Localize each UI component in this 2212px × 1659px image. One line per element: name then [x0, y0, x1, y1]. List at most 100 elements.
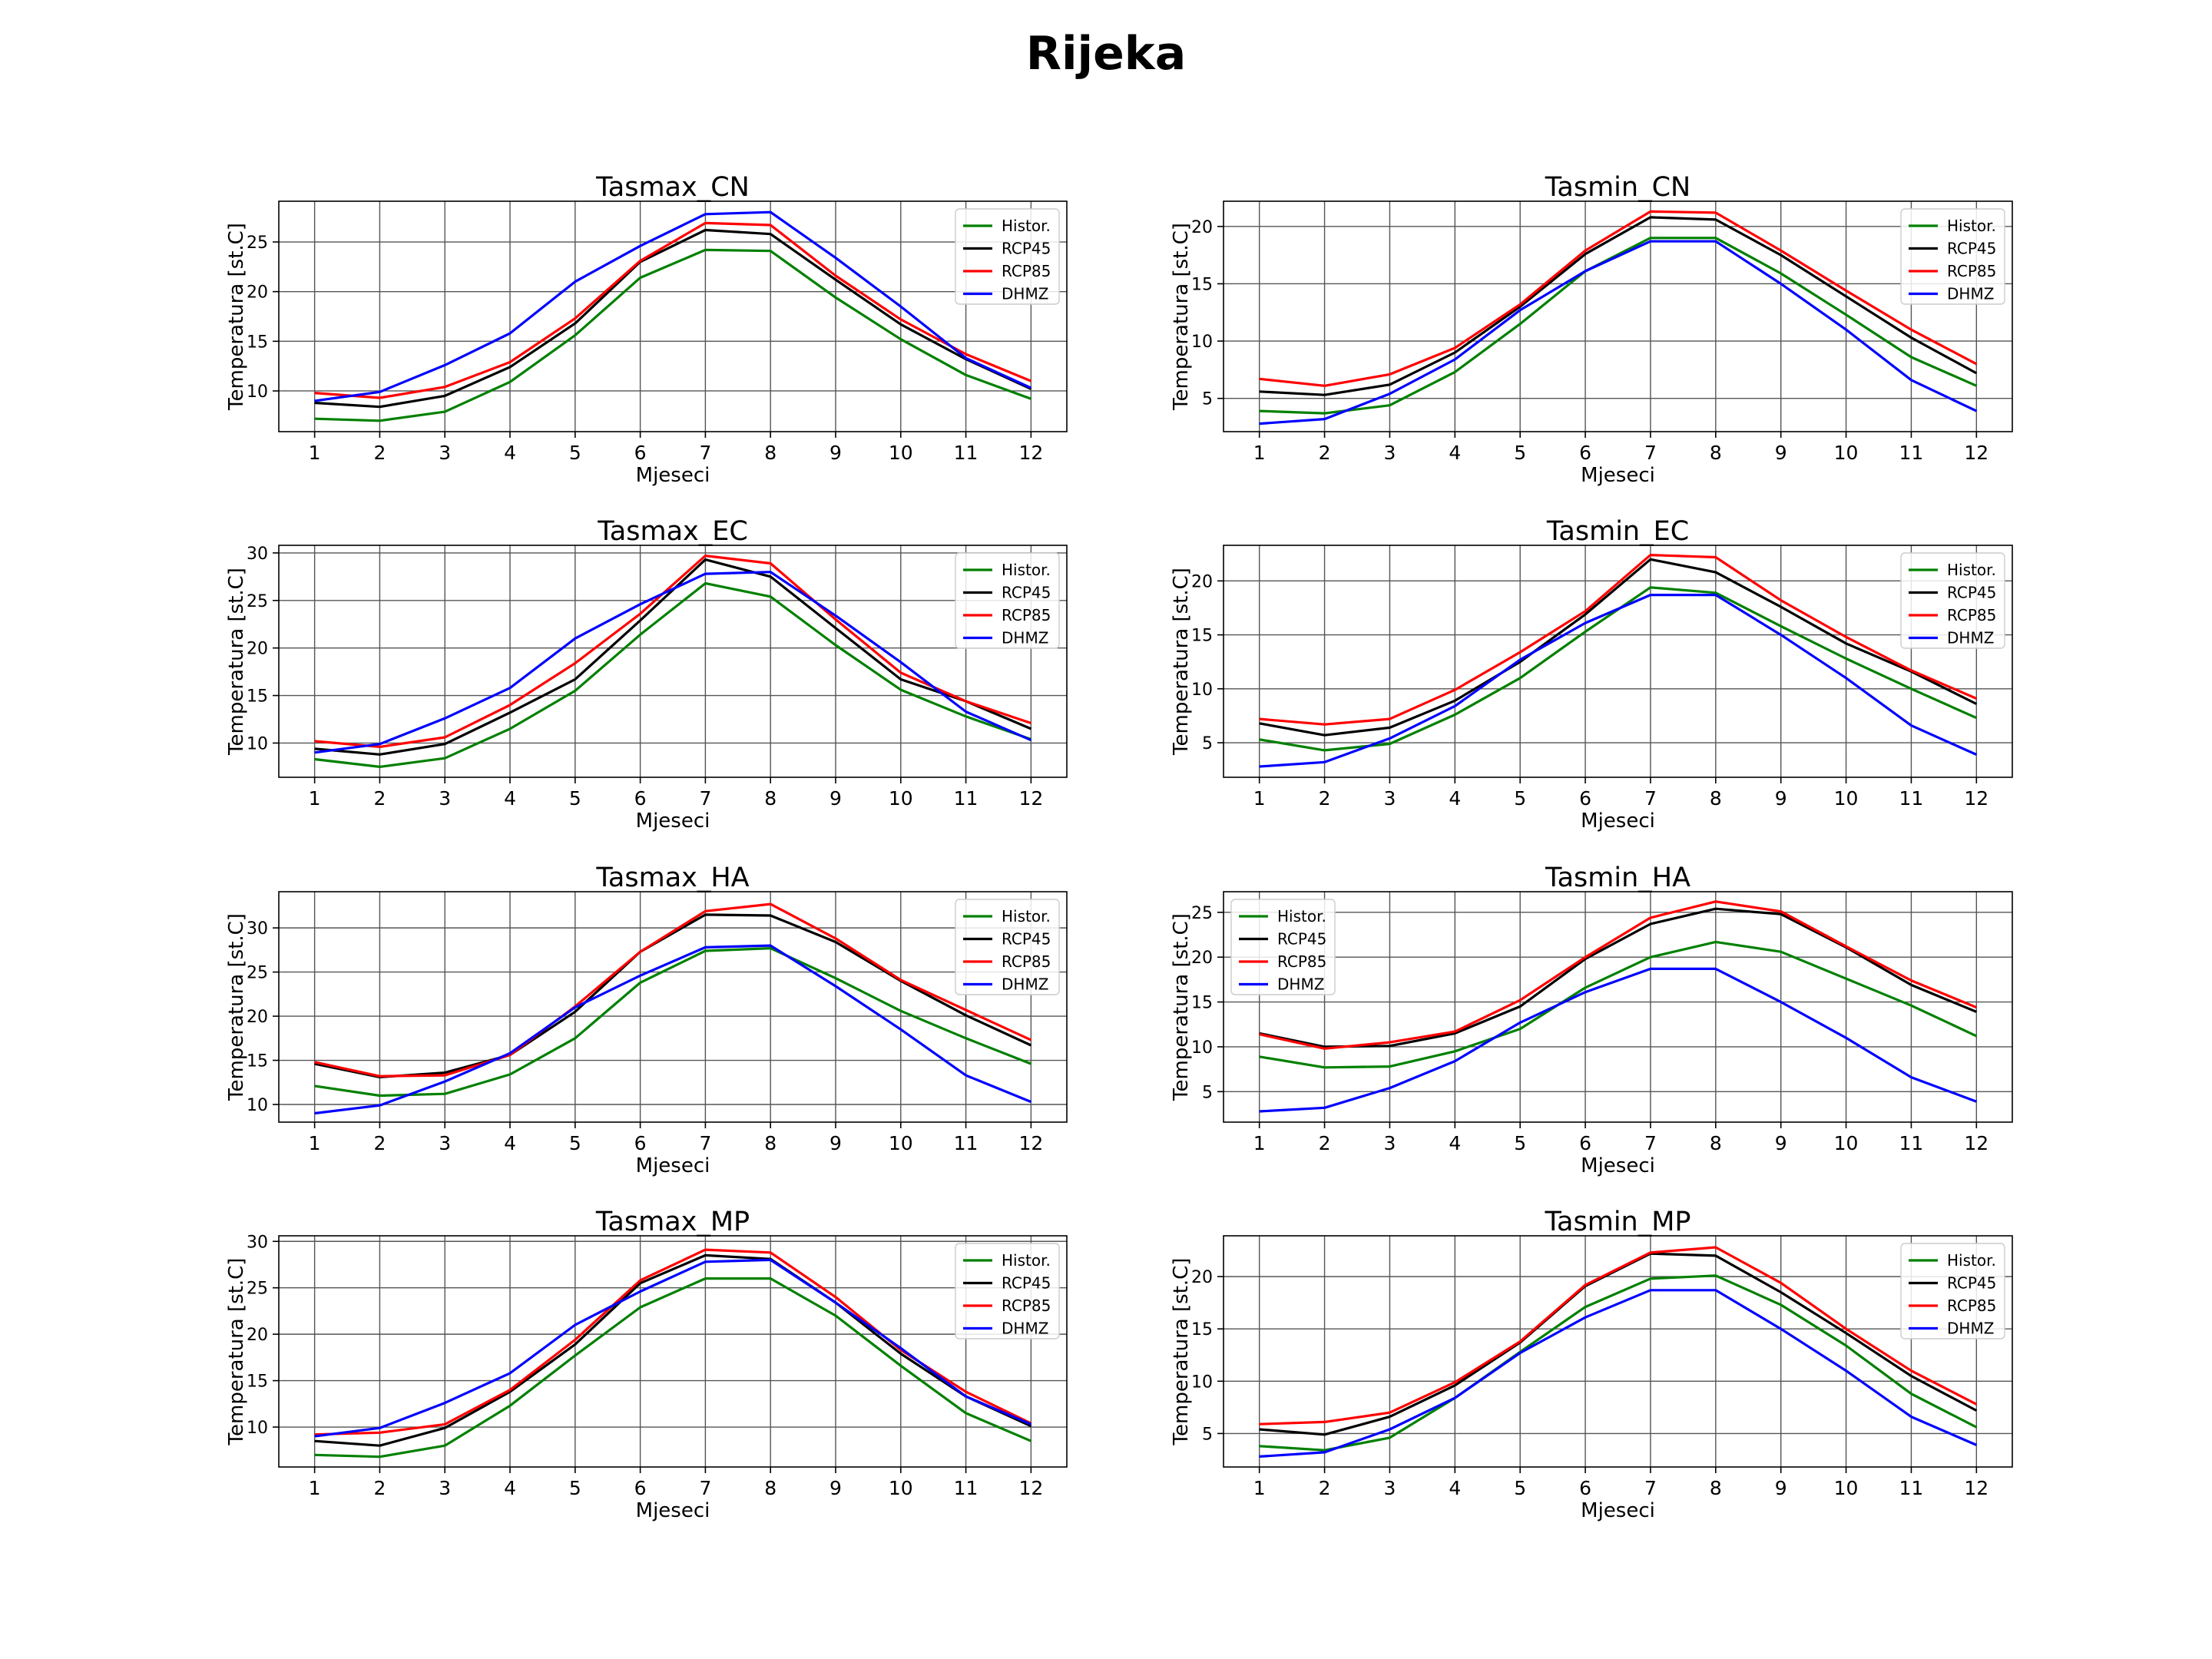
series-line-rcp45: [1259, 907, 1977, 1048]
x-tick-label: 6: [1579, 787, 1591, 810]
subplot-title: Tasmax_EC: [597, 516, 748, 547]
x-axis-label: Mjeseci: [1581, 464, 1655, 487]
y-tick-label: 5: [1202, 1083, 1213, 1102]
y-tick-label: 15: [1191, 1320, 1213, 1339]
x-tick-label: 1: [309, 1132, 321, 1154]
legend: Histor. RCP45 RCP85 DHMZ: [955, 899, 1060, 995]
subplot-tasmax-ha: 1 2 3 4 5 6 7 8 9 10 11 121015202530Tasmax_HAMjesec…: [225, 863, 1068, 1177]
x-tick-label: 7: [1644, 442, 1657, 464]
series-line-rcp85: [314, 221, 1032, 399]
axes-frame: [278, 200, 1068, 432]
x-tick-label: 6: [1579, 1132, 1591, 1154]
series-line-histor: [314, 946, 1031, 1098]
x-tick-label: 4: [504, 787, 516, 810]
legend-box: [1900, 1243, 2005, 1339]
x-tick-label: 11: [954, 1132, 979, 1154]
legend-label: RCP85: [1947, 262, 1996, 280]
y-tick-label: 10: [247, 1419, 268, 1438]
x-tick-label: 9: [830, 1132, 842, 1154]
x-tick-label: 6: [1579, 1477, 1591, 1499]
x-axis-label: Mjeseci: [1581, 810, 1655, 833]
legend-label: Histor.: [1947, 1251, 1996, 1270]
x-tick-label: 4: [504, 1132, 516, 1154]
legend-label: DHMZ: [1002, 285, 1048, 303]
x-tick-label: 6: [634, 787, 647, 810]
legend: Histor. RCP45 RCP85 DHMZ: [1230, 899, 1336, 995]
y-axis-label: Temperatura [st.C]: [1170, 223, 1193, 411]
series-line-dhmz: [314, 571, 1032, 754]
x-tick-label: 2: [373, 442, 386, 464]
y-tick-label: 15: [1191, 275, 1213, 294]
y-tick-label: 15: [1191, 627, 1213, 646]
y-tick-label: 20: [247, 640, 268, 659]
x-tick-label: 8: [764, 1477, 777, 1499]
subplot-tasmax-cn: 1 2 3 4 5 6 7 8 9 10 11 1210152025Tasmax_CNMjeseciT…: [225, 172, 1068, 487]
x-tick-label: 9: [1775, 787, 1787, 810]
axes-frame: [278, 891, 1068, 1123]
subplot-title: Tasmax_MP: [595, 1207, 750, 1237]
x-tick-label: 6: [634, 1132, 647, 1154]
legend-label: RCP45: [1002, 930, 1051, 949]
series-line-histor: [314, 581, 1031, 769]
series-line-dhmz: [1259, 1289, 1977, 1458]
x-tick-label: 10: [889, 1477, 913, 1499]
legend-label: RCP45: [1002, 584, 1051, 602]
x-tick-label: 9: [830, 442, 842, 464]
series-line-histor: [314, 1277, 1032, 1459]
subplot-title: Tasmin_EC: [1546, 516, 1689, 547]
x-tick-label: 6: [634, 1477, 647, 1499]
subplot-title: Tasmin_MP: [1544, 1207, 1690, 1237]
series-line-dhmz: [1259, 240, 1977, 426]
y-tick-label: 20: [1191, 1268, 1213, 1287]
x-tick-label: 11: [954, 787, 979, 810]
x-tick-label: 12: [1964, 1477, 1988, 1499]
legend-label: RCP45: [1947, 584, 1996, 602]
x-tick-label: 11: [1899, 1132, 1924, 1154]
x-tick-label: 10: [889, 1132, 913, 1154]
x-axis-label: Mjeseci: [636, 464, 710, 487]
legend-label: RCP85: [1002, 606, 1051, 624]
y-tick-label: 30: [247, 545, 268, 564]
figure-title: Rijeka: [1025, 27, 1187, 81]
y-tick-label: 15: [247, 1052, 268, 1071]
axes-frame: [1223, 545, 2013, 778]
subplot-tasmax-mp: 1 2 3 4 5 6 7 8 9 10 11 121015202530Tasmax_MPMjesec…: [225, 1207, 1068, 1522]
x-tick-label: 2: [1319, 1477, 1331, 1499]
x-tick-label: 5: [569, 787, 581, 810]
y-tick-label: 25: [247, 233, 268, 253]
x-axis-label: Mjeseci: [636, 1499, 710, 1522]
legend-label: RCP85: [1947, 606, 1996, 624]
x-tick-label: 1: [309, 442, 321, 464]
x-tick-label: 11: [954, 1477, 979, 1499]
x-tick-label: 3: [1383, 1477, 1396, 1499]
x-tick-label: 12: [1964, 442, 1988, 464]
x-tick-label: 11: [954, 442, 979, 464]
x-tick-label: 3: [439, 1132, 451, 1154]
series-line-histor: [1259, 1274, 1978, 1452]
y-tick-label: 10: [1191, 333, 1213, 352]
x-tick-label: 1: [1253, 1477, 1266, 1499]
axes-frame: [1223, 200, 2013, 432]
legend-box: [1900, 552, 2005, 649]
x-tick-label: 12: [1018, 787, 1043, 810]
y-tick-label: 15: [1191, 994, 1213, 1013]
y-axis-label: Temperatura [st.C]: [1170, 568, 1193, 756]
y-tick-label: 10: [247, 734, 268, 753]
legend-label: Histor.: [1277, 907, 1326, 926]
x-tick-label: 7: [699, 1477, 711, 1499]
x-tick-label: 3: [439, 442, 451, 464]
x-tick-label: 8: [1710, 1132, 1722, 1154]
x-tick-label: 10: [1834, 1132, 1859, 1154]
x-tick-label: 12: [1018, 442, 1043, 464]
series-line-dhmz: [1259, 593, 1977, 768]
x-tick-label: 10: [1834, 442, 1859, 464]
legend-label: RCP45: [1947, 240, 1996, 258]
legend-label: RCP85: [1002, 952, 1051, 971]
axes-frame: [278, 1235, 1068, 1468]
y-tick-label: 20: [247, 1008, 268, 1027]
x-tick-label: 8: [764, 1132, 777, 1154]
x-tick-label: 9: [1775, 1132, 1787, 1154]
axes-frame: [278, 545, 1068, 778]
y-tick-label: 5: [1202, 1425, 1213, 1444]
x-axis-label: Mjeseci: [1581, 1154, 1655, 1177]
